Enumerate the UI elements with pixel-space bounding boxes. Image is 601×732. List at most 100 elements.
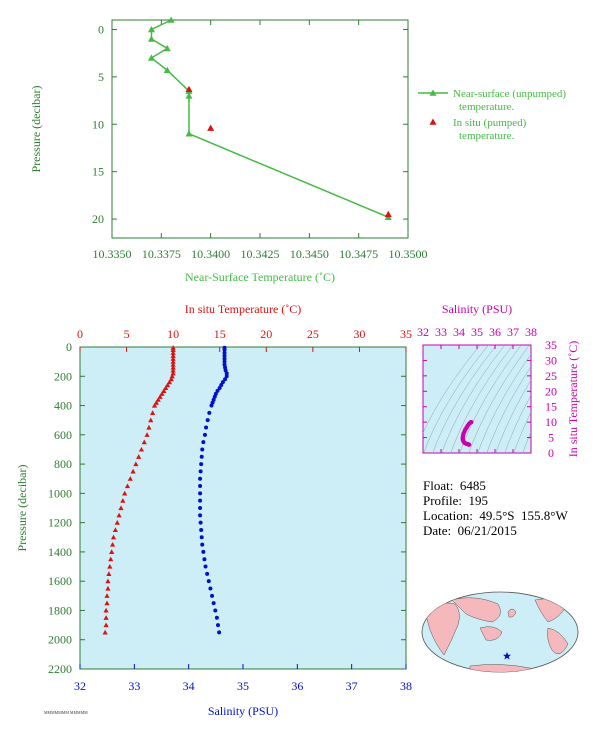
x-tick-label: 10.3450: [290, 247, 329, 261]
temperature-point: [144, 432, 150, 437]
ts-point: [469, 419, 474, 425]
profile-number: Profile: 195: [423, 493, 488, 508]
salinity-point: [198, 484, 203, 489]
near-surface-point: [185, 92, 193, 99]
temperature-point: [170, 347, 176, 353]
profile-plot-frame: [79, 346, 407, 670]
density-contour: [513, 411, 531, 453]
ts-y-axis-label: In situ Temperature (˚C): [566, 341, 580, 458]
near-surface-point: [147, 25, 155, 33]
salinity-point: [198, 469, 203, 474]
legend-label-insitu-2: temperature.: [459, 130, 515, 142]
temperature-point: [110, 534, 117, 540]
insitu-point: [207, 124, 215, 131]
salinity-point: [198, 520, 203, 525]
temperature-tick-label: 30: [353, 327, 365, 341]
y-tick-label: 15: [92, 165, 104, 179]
temperature-point: [122, 490, 128, 496]
near-surface-line: [150, 19, 389, 218]
ts-x-tick-label: 35: [471, 325, 483, 339]
near-surface-plot-frame: [111, 19, 409, 239]
continent: [479, 626, 503, 641]
salinity-point: [205, 418, 210, 423]
salinity-point: [204, 425, 209, 430]
pressure-tick-label: 800: [54, 457, 72, 471]
temperature-point: [103, 607, 109, 613]
temperature-point: [161, 388, 167, 393]
temperature-point: [116, 512, 122, 518]
ts-x-tick-label: 32: [417, 325, 429, 339]
salinity-point: [222, 356, 227, 361]
ts-x-tick-label: 37: [507, 325, 519, 339]
salinity-point: [222, 359, 227, 364]
pressure-tick-label: 400: [54, 399, 72, 413]
temperature-point: [130, 468, 136, 474]
temperature-point: [108, 556, 114, 562]
salinity-point: [199, 535, 204, 540]
float-number: Float: 6485: [423, 478, 486, 493]
temperature-point: [136, 454, 142, 459]
density-contour: [468, 345, 530, 453]
salinity-point: [215, 388, 220, 393]
salinity-point: [200, 447, 205, 452]
salinity-point: [202, 432, 207, 437]
pressure-tick-label: 1800: [48, 603, 72, 617]
ts-y-tick-label: 10: [545, 415, 557, 429]
temperature-point: [148, 417, 154, 423]
temperature-point: [170, 370, 176, 376]
salinity-point: [201, 440, 206, 445]
temperature-point: [105, 585, 111, 591]
salinity-point: [223, 377, 228, 382]
salinity-point: [198, 476, 203, 481]
temperature-point: [166, 379, 173, 385]
near-surface-point: [147, 35, 155, 42]
y-axis-label: Pressure (decibar): [29, 86, 43, 173]
salinity-axis-label: Salinity (PSU): [208, 704, 278, 718]
location: Location: 49.5°S 155.8°W: [423, 508, 568, 523]
salinity-point: [198, 491, 203, 496]
temperature-point: [118, 505, 124, 511]
salinity-point: [222, 353, 227, 358]
salinity-point: [217, 630, 222, 635]
salinity-point: [198, 506, 203, 510]
salinity-point: [202, 557, 207, 562]
ts-y-tick-label: 25: [545, 369, 557, 383]
temperature-point: [138, 446, 145, 452]
temperature-point: [105, 578, 111, 584]
salinity-tick-label: 38: [400, 679, 412, 693]
temperature-point: [110, 541, 116, 547]
temperature-point: [103, 615, 109, 620]
salinity-point: [209, 403, 214, 408]
temperature-point: [102, 629, 108, 635]
pressure-tick-label: 200: [54, 369, 72, 383]
continent: [547, 627, 569, 655]
salinity-point: [224, 371, 229, 376]
temperature-point: [170, 367, 176, 373]
density-contour: [432, 345, 497, 453]
ts-x-tick-label: 38: [525, 325, 537, 339]
near-surface-point: [185, 130, 193, 137]
salinity-point: [200, 542, 205, 547]
x-tick-label: 10.3400: [191, 247, 230, 261]
temperature-point: [133, 461, 139, 467]
temperature-point: [170, 364, 176, 370]
ts-y-tick-label: 5: [548, 431, 554, 445]
x-tick-label: 10.3375: [142, 247, 181, 261]
salinity-point: [224, 374, 229, 379]
salinity-point: [213, 608, 218, 613]
salinity-tick-label: 34: [183, 679, 195, 693]
temperature-point: [151, 402, 158, 408]
temperature-point: [169, 373, 175, 379]
temperature-point: [146, 424, 152, 430]
salinity-point: [198, 498, 203, 503]
salinity-point: [208, 586, 213, 591]
float-location-star: [503, 652, 511, 660]
temperature-point: [170, 359, 176, 364]
temperature-point: [106, 571, 112, 576]
salinity-point: [216, 623, 221, 628]
temperature-point: [141, 439, 147, 445]
pressure-tick-label: 2200: [48, 662, 72, 676]
temperature-point: [170, 361, 176, 367]
ts-x-tick-label: 33: [435, 325, 447, 339]
pressure-tick-label: 1200: [48, 516, 72, 530]
